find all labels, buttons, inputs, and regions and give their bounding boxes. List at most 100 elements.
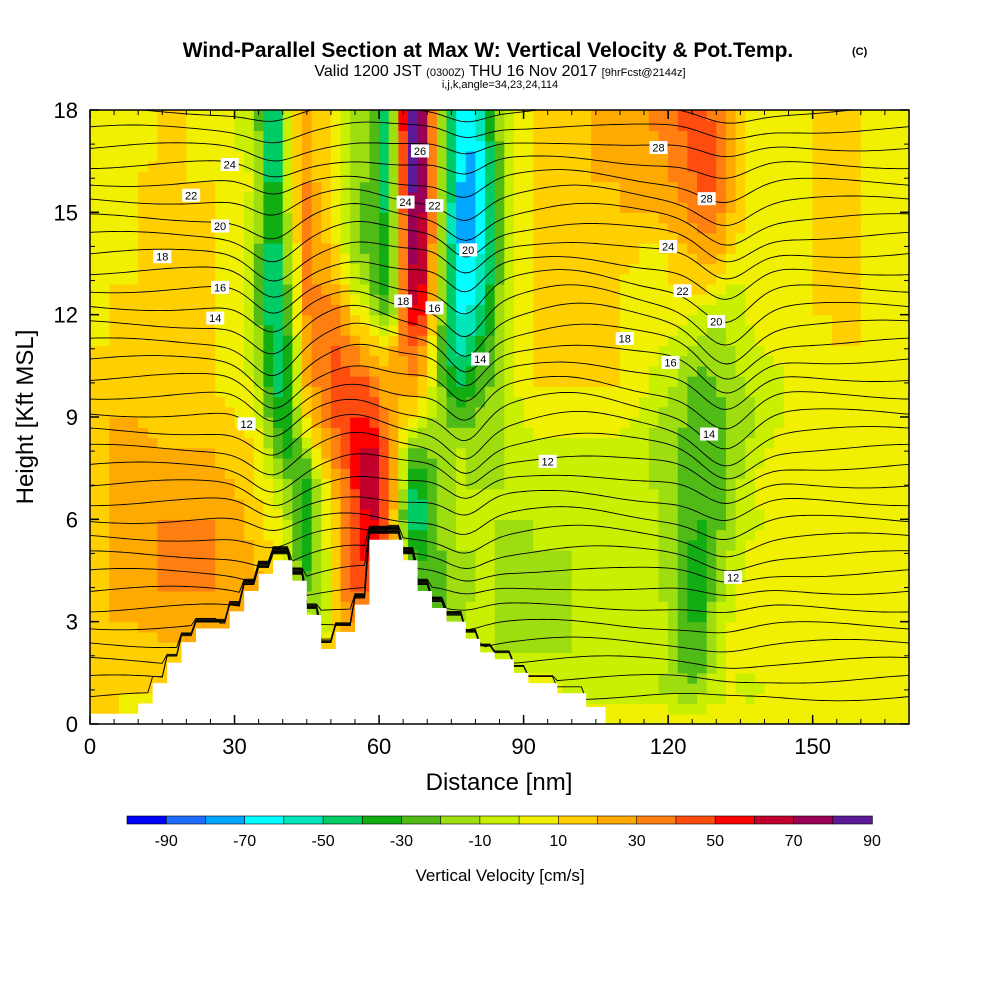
w-cell [224,263,236,275]
w-cell [379,376,390,387]
w-cell [273,417,284,428]
w-cell [668,406,679,418]
w-cell [754,150,766,162]
w-cell [571,683,582,694]
w-cell [485,611,496,623]
w-cell [340,294,351,306]
w-cell [215,550,226,561]
w-cell [388,427,399,439]
w-cell [369,457,380,469]
w-cell [542,509,554,520]
w-cell [350,294,361,306]
w-cell [350,191,361,203]
w-cell [273,406,284,418]
w-cell [889,621,900,633]
w-cell [745,314,756,326]
w-cell [90,693,101,705]
w-cell [870,662,881,674]
w-cell [436,396,448,408]
w-cell [90,703,101,715]
w-cell [725,427,737,439]
w-cell [494,202,505,213]
w-cell [581,519,592,531]
w-cell [619,498,631,510]
w-cell [581,601,592,613]
w-cell [513,468,525,479]
w-cell [340,417,351,428]
w-cell [176,161,187,172]
w-cell [446,314,457,326]
w-cell [157,396,168,408]
w-cell [456,324,467,336]
w-cell [706,417,717,428]
w-cell [523,273,534,285]
w-cell [99,519,110,531]
w-cell [889,683,900,694]
w-cell [244,212,255,224]
w-cell [658,171,669,183]
w-cell [581,529,592,541]
w-cell [311,447,322,459]
w-cell [600,120,611,132]
w-cell [581,539,592,551]
w-cell [571,529,582,541]
w-cell [803,161,814,172]
w-cell [648,212,660,224]
w-cell [388,181,399,193]
w-cell [321,140,332,152]
w-cell [716,212,727,224]
w-cell [195,263,207,275]
w-cell [456,263,467,275]
w-cell [860,273,872,285]
w-cell [504,652,515,664]
w-cell [889,355,900,367]
w-cell [456,222,467,234]
w-cell [822,519,833,531]
w-cell [735,386,746,398]
w-cell [803,314,814,326]
w-cell [562,488,573,500]
w-cell [610,253,621,265]
w-cell [369,202,380,213]
w-cell [205,161,216,172]
w-cell [138,181,149,193]
w-cell [571,498,582,510]
w-cell [167,212,178,224]
w-cell [205,396,216,408]
w-cell [841,519,852,531]
w-cell [99,437,110,449]
w-cell [234,161,245,172]
w-cell [851,304,862,316]
w-cell [359,488,371,500]
w-cell [725,693,737,705]
w-cell [822,560,833,572]
w-cell [321,253,332,265]
w-cell [600,417,611,428]
w-cell [330,427,342,439]
w-cell [889,560,900,572]
w-cell [706,253,717,265]
w-cell [639,621,650,633]
w-cell [446,191,457,203]
w-cell [687,539,698,551]
w-cell [831,642,843,653]
w-cell [205,202,216,213]
w-cell [128,519,139,531]
w-cell [600,202,611,213]
w-cell [648,550,660,561]
w-cell [138,202,149,213]
w-cell [244,222,255,234]
w-cell [513,222,525,234]
w-cell [639,457,650,469]
w-cell [195,314,207,326]
w-cell [764,212,775,224]
w-cell [841,386,852,398]
w-cell [812,652,823,664]
w-cell [513,253,525,265]
w-cell [195,283,207,295]
w-cell [109,273,120,285]
w-cell [697,631,708,643]
w-cell [330,396,342,408]
w-cell [253,529,265,541]
w-cell [147,672,159,684]
